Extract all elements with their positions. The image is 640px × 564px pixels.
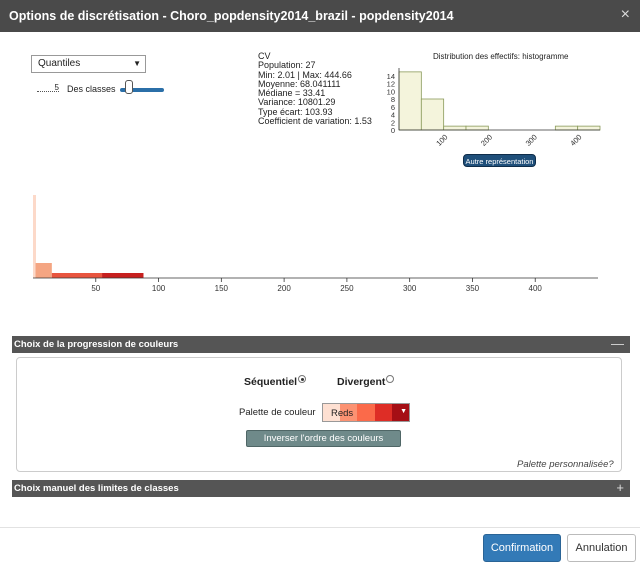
class-bar (35, 263, 52, 278)
collapse-icon[interactable]: — (611, 336, 624, 351)
footer-divider (0, 527, 640, 528)
dialog-title: Options de discrétisation - Choro_popden… (9, 9, 454, 23)
color-progression-panel (16, 357, 622, 472)
class-x-tick: 150 (215, 284, 229, 293)
histogram-title: Distribution des effectifs: histogramme (433, 52, 569, 61)
histogram-y-tick: 10 (387, 87, 395, 96)
histogram-bar (443, 125, 467, 131)
chevron-down-icon: ▼ (400, 408, 407, 415)
sequential-radio[interactable] (298, 375, 307, 383)
stats-cv: Coefficient de variation: 1.53 (258, 116, 372, 127)
color-progression-title: Choix de la progression de couleurs (14, 339, 179, 350)
class-count-slider[interactable] (120, 88, 164, 92)
divergent-label: Divergent (337, 376, 386, 388)
stats-stddev: Type écart: 103.93 (258, 106, 333, 117)
stddev-button[interactable]: Écart-type (497, 301, 560, 327)
histogram-bar (554, 125, 579, 131)
median-button[interactable]: Médiane (342, 301, 405, 327)
histogram-y-tick: 4 (391, 111, 395, 120)
class-x-tick: 350 (466, 284, 480, 293)
stats-header: CV (258, 51, 271, 61)
class-bar (102, 273, 144, 278)
palette-swatch (391, 404, 410, 421)
custom-palette-link[interactable]: Palette personnalisée? (517, 459, 614, 470)
histogram-y-tick: 6 (391, 103, 395, 112)
stats-variance: Variance: 10801.29 (258, 97, 336, 108)
class-x-tick: 300 (403, 284, 417, 293)
stddev-button-label: Écart-type (509, 309, 548, 319)
mean-button[interactable]: Moyenne (188, 301, 251, 327)
alternate-representation-button[interactable]: Autre représentation (463, 154, 536, 167)
stats-median: Médiane = 33.41 (258, 88, 326, 99)
palette-swatch (357, 404, 375, 421)
class-x-tick: 100 (152, 284, 166, 293)
histogram-y-tick: 12 (387, 80, 395, 89)
class-count-slider-handle[interactable] (125, 80, 133, 94)
histogram-bar (465, 125, 489, 131)
mean-button-label: Moyenne (202, 309, 237, 319)
histogram-y-tick: 14 (387, 72, 395, 81)
manual-limits-section-header[interactable]: Choix manuel des limites de classes + (12, 480, 630, 497)
close-icon[interactable]: × (620, 6, 630, 23)
histogram-x-tick: 200 (479, 133, 494, 148)
palette-name: Reds (331, 408, 354, 419)
divergent-option[interactable]: Divergent (337, 375, 395, 388)
divergent-radio[interactable] (386, 375, 395, 383)
color-progression-section-header[interactable]: Choix de la progression de couleurs — (12, 336, 630, 353)
class-count-value[interactable]: 5 (37, 84, 59, 92)
population-button[interactable]: Population (33, 301, 96, 327)
chevron-down-icon: ▼ (133, 59, 141, 68)
histogram-x-tick: 300 (524, 133, 539, 148)
statistics-summary: CV Population: 27 Min: 2.01 | Max: 444.6… (258, 51, 372, 127)
stats-mean: Moyenne: 68.041111 (258, 78, 341, 89)
method-selected-value: Quantiles (38, 58, 81, 69)
class-x-tick: 50 (91, 284, 100, 293)
histogram-bar (577, 125, 601, 131)
class-count-label: Des classes (67, 84, 116, 94)
histogram-y-tick: 0 (391, 126, 395, 135)
class-distribution-chart: 50 100 150 200 250 300 350 400 (33, 195, 598, 293)
class-x-tick: 250 (340, 284, 354, 293)
histogram-bar (398, 71, 422, 131)
invert-colors-button[interactable]: Inverser l'ordre des couleurs (246, 430, 401, 447)
palette-select[interactable]: Reds ▼ (322, 403, 410, 422)
histogram-bar (420, 98, 445, 131)
class-x-tick: 400 (529, 284, 543, 293)
class-bar (51, 273, 103, 278)
histogram-x-tick: 100 (434, 133, 449, 148)
expand-icon[interactable]: + (616, 480, 624, 495)
confirm-button[interactable]: Confirmation (483, 534, 561, 562)
discretization-method-select[interactable]: Quantiles ▼ (31, 55, 146, 73)
stats-minmax: Min: 2.01 | Max: 444.66 (258, 69, 352, 80)
histogram-x-tick: 400 (568, 133, 583, 148)
sequential-label: Séquentiel (244, 376, 298, 388)
dialog-title-bar: Options de discrétisation - Choro_popden… (0, 0, 640, 32)
class-x-tick: 200 (277, 284, 291, 293)
palette-swatch (374, 404, 392, 421)
histogram-y-tick: 2 (391, 118, 395, 127)
sequential-option[interactable]: Séquentiel (244, 375, 307, 388)
class-min-marker (33, 195, 36, 278)
median-button-label: Médiane (357, 309, 390, 319)
palette-swatch (323, 404, 341, 421)
manual-limits-title: Choix manuel des limites de classes (14, 483, 179, 494)
stats-population: Population: 27 (258, 60, 316, 71)
cancel-button[interactable]: Annulation (567, 534, 636, 562)
population-button-label: Population (44, 309, 85, 319)
histogram-y-tick: 8 (391, 95, 395, 104)
palette-swatch (340, 404, 358, 421)
palette-label: Palette de couleur (239, 407, 316, 418)
